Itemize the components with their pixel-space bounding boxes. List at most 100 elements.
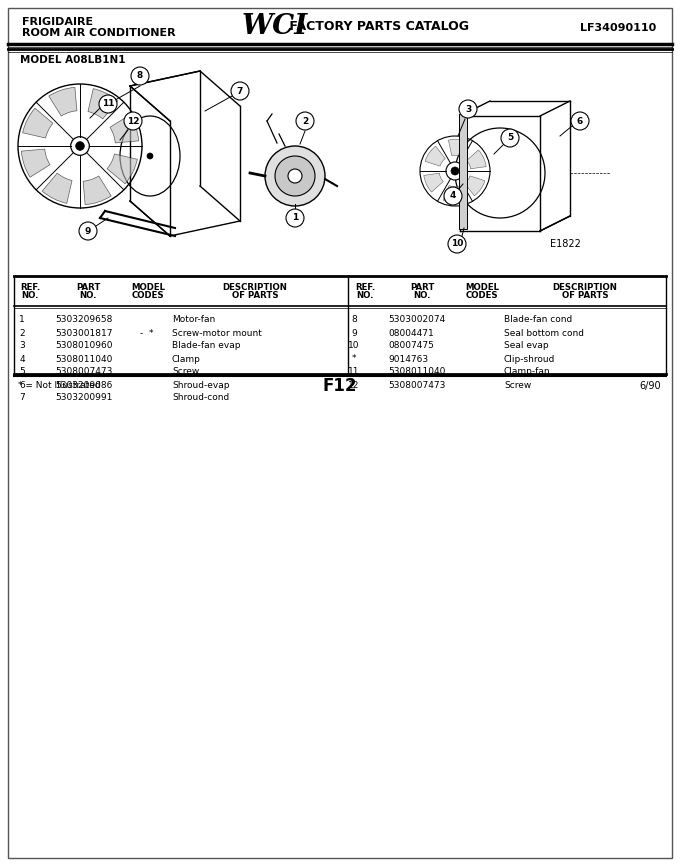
Text: 6: 6 [19,380,25,390]
Text: E1822: E1822 [550,239,581,249]
Circle shape [79,222,97,240]
Text: 8: 8 [351,315,357,325]
Circle shape [444,187,462,205]
Wedge shape [107,154,137,184]
Text: CODES: CODES [132,292,165,301]
Circle shape [265,146,325,206]
Text: 12: 12 [126,117,139,126]
Circle shape [286,209,304,227]
Text: 2: 2 [302,117,308,126]
Text: FACTORY PARTS CATALOG: FACTORY PARTS CATALOG [285,20,469,33]
Text: MODEL A08LB1N1: MODEL A08LB1N1 [20,55,126,65]
Text: DESCRIPTION: DESCRIPTION [222,283,288,293]
Text: Seal bottom cond: Seal bottom cond [504,328,584,338]
Text: 12: 12 [348,380,360,390]
Text: NO.: NO. [356,292,374,301]
Text: 08004471: 08004471 [388,328,434,338]
Text: 5303209086: 5303209086 [55,380,112,390]
Text: 5308010960: 5308010960 [55,341,112,351]
Text: -  *: - * [140,328,154,338]
Circle shape [124,112,142,130]
Circle shape [231,82,249,100]
Text: DESCRIPTION: DESCRIPTION [553,283,617,293]
Text: REF.: REF. [20,283,40,293]
Circle shape [147,153,153,159]
Wedge shape [88,88,118,119]
Text: 11: 11 [348,367,360,377]
Wedge shape [425,146,445,166]
Text: 9: 9 [351,328,357,338]
Text: 5308007473: 5308007473 [55,367,112,377]
Text: 7: 7 [237,87,243,95]
Text: Shroud-evap: Shroud-evap [172,380,230,390]
Text: CODES: CODES [466,292,498,301]
Circle shape [446,162,464,180]
Text: 8: 8 [137,72,143,81]
Text: 5308007473: 5308007473 [388,380,445,390]
Text: 9: 9 [85,227,91,236]
Text: NO.: NO. [413,292,430,301]
Wedge shape [443,185,462,203]
Text: 5308011040: 5308011040 [388,367,445,377]
Circle shape [131,67,149,85]
Circle shape [571,112,589,130]
Text: 5303209658: 5303209658 [55,315,112,325]
Wedge shape [464,176,485,196]
Text: OF PARTS: OF PARTS [232,292,278,301]
Text: 5: 5 [507,133,513,143]
Text: 11: 11 [102,100,114,108]
Text: LF34090110: LF34090110 [580,23,656,33]
Text: NO.: NO. [80,292,97,301]
Circle shape [75,142,84,151]
Text: MODEL: MODEL [131,283,165,293]
Wedge shape [22,108,53,138]
Wedge shape [448,139,466,157]
Circle shape [99,95,117,113]
Text: 10: 10 [348,341,360,351]
Text: 7: 7 [19,393,25,403]
Text: 3: 3 [19,341,25,351]
Text: NO.: NO. [21,292,39,301]
Text: ROOM AIR CONDITIONER: ROOM AIR CONDITIONER [22,28,175,38]
Text: *: * [352,354,356,364]
Wedge shape [466,150,486,169]
Wedge shape [83,176,112,204]
Text: Clip-shroud: Clip-shroud [504,354,556,364]
Text: 2: 2 [19,328,24,338]
Text: FRIGIDAIRE: FRIGIDAIRE [22,17,93,27]
Circle shape [501,129,519,147]
Text: 3: 3 [465,105,471,113]
Circle shape [275,156,315,196]
Text: 1: 1 [19,315,25,325]
Text: 4: 4 [19,354,24,364]
Text: PART: PART [410,283,435,293]
Text: 08007475: 08007475 [388,341,434,351]
Text: 1: 1 [292,214,298,223]
Wedge shape [21,149,50,178]
Text: 5303200991: 5303200991 [55,393,112,403]
Circle shape [71,137,89,155]
Text: PART: PART [75,283,100,293]
Text: Screw: Screw [172,367,199,377]
Wedge shape [424,173,443,192]
Text: Clamp: Clamp [172,354,201,364]
Text: Blade-fan evap: Blade-fan evap [172,341,241,351]
Wedge shape [42,173,72,204]
Text: Shroud-cond: Shroud-cond [172,393,229,403]
Text: Blade-fan cond: Blade-fan cond [504,315,573,325]
Text: 5303001817: 5303001817 [55,328,112,338]
Text: Screw: Screw [504,380,531,390]
Text: Seal evap: Seal evap [504,341,549,351]
Text: Clamp-fan: Clamp-fan [504,367,551,377]
Text: 5303002074: 5303002074 [388,315,445,325]
Text: Motor-fan: Motor-fan [172,315,216,325]
Wedge shape [49,87,77,116]
Text: F12: F12 [323,377,357,395]
Text: 6: 6 [577,117,583,126]
Circle shape [459,100,477,118]
Text: 4: 4 [449,191,456,201]
Text: 5308011040: 5308011040 [55,354,112,364]
Circle shape [448,235,466,253]
Circle shape [451,167,459,175]
Circle shape [288,169,302,183]
